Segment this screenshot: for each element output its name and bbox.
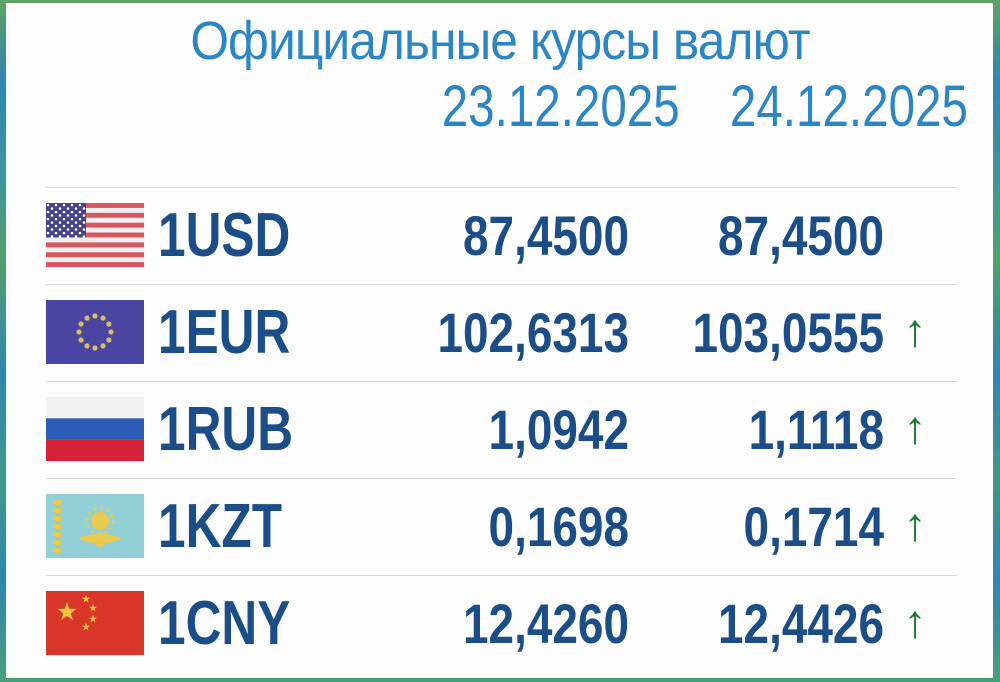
rate-curr: 0,1714 [743, 495, 884, 558]
row-divider [46, 575, 957, 576]
currency-label: 1USD [158, 201, 291, 270]
row-divider [46, 187, 957, 188]
rate-curr: 12,4426 [718, 592, 884, 655]
date-header-curr: 24.12.2025 [729, 74, 968, 139]
table-row-cny: 1CNY 12,4260 12,4426 ↑ [0, 575, 1000, 672]
row-divider [46, 381, 957, 382]
date-header-prev: 23.12.2025 [441, 74, 680, 139]
up-arrow-icon: ↑ [903, 304, 927, 356]
flag-china-icon [46, 591, 144, 655]
rate-curr: 1,1118 [748, 398, 884, 461]
rate-prev: 87,4500 [463, 204, 629, 267]
up-arrow-icon: ↑ [903, 498, 927, 550]
flag-kazakhstan-icon [46, 494, 144, 558]
rate-prev: 0,1698 [488, 495, 629, 558]
currency-label: 1RUB [158, 395, 294, 464]
rate-prev: 1,0942 [488, 398, 629, 461]
rates-table: 1USD 87,4500 87,4500 1EUR 102,6313 [0, 187, 1000, 672]
rate-curr: 103,0555 [692, 301, 884, 364]
rates-card [6, 3, 993, 678]
table-row-rub: 1RUB 1,0942 1,1118 ↑ [0, 381, 1000, 478]
up-arrow-icon: ↑ [903, 595, 927, 647]
rate-prev: 12,4260 [463, 592, 629, 655]
flag-eu-icon [46, 300, 144, 364]
row-divider [46, 478, 957, 479]
up-arrow-icon [892, 187, 938, 284]
row-divider [46, 284, 957, 285]
rate-curr: 87,4500 [718, 204, 884, 267]
currency-label: 1EUR [158, 298, 291, 367]
currency-label: 1CNY [158, 589, 291, 658]
table-row-kzt: 1KZT 0,1698 0,1714 ↑ [0, 478, 1000, 575]
flag-russia-icon [46, 397, 144, 461]
table-row-eur: 1EUR 102,6313 103,0555 ↑ [0, 284, 1000, 381]
up-arrow-icon: ↑ [903, 401, 927, 453]
currency-label: 1KZT [158, 492, 282, 561]
rate-prev: 102,6313 [437, 301, 629, 364]
page-title: Официальные курсы валют [190, 11, 810, 71]
flag-usa-icon [46, 203, 144, 267]
table-row-usd: 1USD 87,4500 87,4500 [0, 187, 1000, 284]
